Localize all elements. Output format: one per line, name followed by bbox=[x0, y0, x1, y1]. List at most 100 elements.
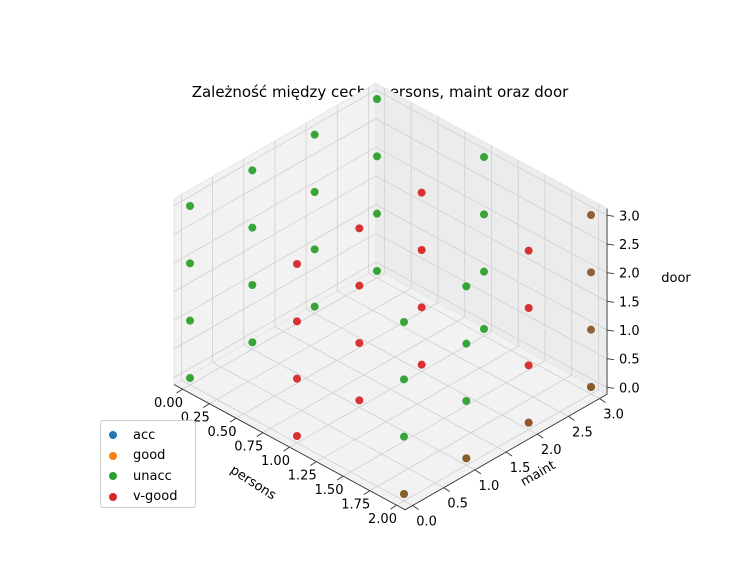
x-tick-mark bbox=[256, 432, 264, 438]
point-unacc bbox=[310, 130, 319, 139]
grid-line-z-left bbox=[173, 147, 377, 264]
point-unacc bbox=[480, 325, 488, 333]
point-unacc bbox=[186, 202, 194, 210]
z-tick-label: 3.0 bbox=[619, 209, 640, 224]
y-tick-label: 0.0 bbox=[416, 515, 437, 530]
legend-marker-unacc bbox=[109, 472, 117, 481]
z-tick-label: 0.5 bbox=[619, 353, 640, 368]
point-unacc bbox=[310, 188, 319, 196]
point-unacc bbox=[373, 267, 381, 275]
z-tick-mark bbox=[606, 358, 615, 361]
point-overlap bbox=[587, 211, 595, 219]
point-unacc bbox=[462, 397, 471, 405]
point-overlap bbox=[524, 418, 533, 427]
x-tick-mark bbox=[176, 388, 183, 394]
z-tick-label: 1.0 bbox=[619, 324, 640, 339]
legend-marker-v-good bbox=[109, 492, 117, 501]
grid-line-z-right bbox=[375, 89, 608, 216]
grid-line-y-floor bbox=[368, 272, 600, 399]
x-tick-label: 1.75 bbox=[341, 498, 370, 513]
z-tick-label: 2.0 bbox=[619, 267, 640, 282]
x-tick-mark bbox=[363, 490, 371, 496]
point-overlap bbox=[587, 383, 595, 391]
x-tick-label: 0.00 bbox=[154, 396, 183, 411]
point-v-good bbox=[355, 339, 364, 347]
grid-line-z-left bbox=[173, 233, 377, 350]
point-v-good bbox=[417, 246, 426, 254]
legend-label-good: good bbox=[133, 448, 166, 464]
grid-line-y-floor bbox=[243, 344, 476, 471]
grid-line-y-floor bbox=[274, 326, 507, 453]
point-overlap bbox=[587, 268, 595, 277]
grid-line-z-right bbox=[375, 233, 608, 360]
y-tick-mark bbox=[568, 415, 575, 421]
point-v-good bbox=[293, 317, 301, 326]
y-tick-label: 1.5 bbox=[510, 461, 531, 476]
grid-line-y-floor bbox=[305, 308, 538, 435]
point-overlap bbox=[587, 325, 595, 334]
point-unacc bbox=[248, 281, 257, 289]
grid-line-z-left bbox=[173, 204, 377, 321]
x-tick-label: 1.25 bbox=[288, 469, 317, 484]
grid-line-y-floor bbox=[212, 362, 444, 489]
point-v-good bbox=[417, 188, 426, 197]
legend-label-unacc: unacc bbox=[133, 468, 172, 484]
point-unacc bbox=[186, 316, 194, 325]
point-unacc bbox=[462, 339, 471, 348]
point-v-good bbox=[293, 432, 301, 440]
point-unacc bbox=[248, 223, 257, 232]
point-unacc bbox=[310, 302, 319, 311]
x-tick-mark bbox=[336, 475, 344, 481]
point-v-good bbox=[355, 396, 364, 405]
y-tick-label: 3.0 bbox=[603, 408, 624, 423]
grid-line-z-right bbox=[375, 147, 608, 274]
y-tick-label: 2.0 bbox=[541, 443, 562, 458]
z-tick-mark bbox=[606, 214, 615, 217]
point-unacc bbox=[373, 95, 381, 103]
point-v-good bbox=[293, 260, 301, 268]
legend-marker-good bbox=[109, 451, 117, 460]
z-tick-label: 1.5 bbox=[619, 295, 640, 310]
x-tick-label: 1.00 bbox=[261, 454, 290, 469]
y-tick-mark bbox=[505, 451, 513, 457]
x-axis-line bbox=[173, 384, 406, 511]
point-v-good bbox=[524, 304, 533, 312]
z-tick-mark bbox=[606, 300, 615, 303]
x-tick-mark bbox=[229, 417, 237, 423]
x-tick-mark bbox=[283, 446, 290, 452]
z-axis-label: door bbox=[661, 271, 691, 286]
legend-marker-acc bbox=[109, 431, 117, 440]
point-unacc bbox=[400, 432, 408, 441]
y-tick-label: 1.0 bbox=[479, 479, 500, 494]
point-unacc bbox=[186, 374, 194, 382]
legend-item-acc: acc bbox=[109, 425, 195, 446]
legend-label-acc: acc bbox=[133, 427, 156, 443]
y-tick-mark bbox=[599, 398, 606, 403]
data-points bbox=[186, 95, 595, 498]
y-tick-mark bbox=[443, 487, 450, 493]
grid-line-z-right bbox=[375, 175, 608, 302]
point-unacc bbox=[373, 152, 381, 161]
point-v-good bbox=[355, 281, 364, 290]
point-v-good bbox=[524, 246, 533, 255]
point-v-good bbox=[417, 303, 426, 312]
z-tick-label: 2.5 bbox=[619, 238, 640, 253]
grid-line-z-left bbox=[173, 261, 377, 378]
legend-item-v-good: v-good bbox=[109, 487, 195, 508]
point-unacc bbox=[480, 210, 488, 219]
z-tick-mark bbox=[606, 243, 615, 246]
y-tick-label: 0.5 bbox=[447, 497, 468, 512]
point-unacc bbox=[480, 153, 488, 161]
grid-line-z-left bbox=[173, 89, 377, 206]
y-tick-label: 2.5 bbox=[572, 425, 593, 440]
legend: acc good unacc v-good bbox=[100, 420, 196, 508]
z-tick-mark bbox=[606, 329, 615, 332]
y-tick-mark bbox=[474, 469, 482, 475]
point-v-good bbox=[417, 360, 426, 369]
z-tick-label: 0.0 bbox=[619, 381, 640, 396]
point-unacc bbox=[186, 259, 194, 268]
point-overlap bbox=[400, 490, 408, 498]
x-tick-label: 1.50 bbox=[315, 483, 344, 498]
x-tick-label: 2.00 bbox=[368, 512, 397, 527]
